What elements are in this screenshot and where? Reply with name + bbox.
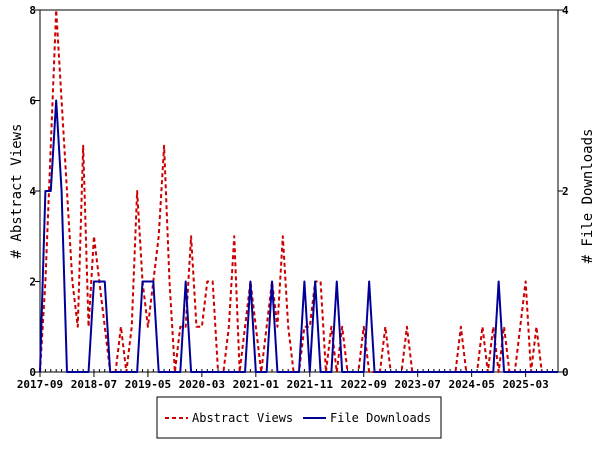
x-tick-label: 2021-01 <box>233 378 280 391</box>
y-left-tick-label: 2 <box>29 276 36 289</box>
x-tick-label: 2024-05 <box>448 378 494 391</box>
legend: Abstract Views File Downloads <box>156 396 442 439</box>
y-right-axis-title: # File Downloads <box>580 129 596 264</box>
x-tick-label: 2018-07 <box>71 378 117 391</box>
x-tick-label: 2023-07 <box>395 378 441 391</box>
y-left-tick-label: 4 <box>29 185 36 198</box>
x-tick-label: 2025-03 <box>502 378 548 391</box>
x-tick-label: 2021-11 <box>287 378 334 391</box>
x-axis-ticks: 2017-09 2018-07 2019-05 2020-03 2021-01 2021-… <box>17 372 549 391</box>
series-line-file-downloads <box>39 99 558 373</box>
series-layer <box>39 9 558 373</box>
y-left-axis-ticks: 0 2 4 6 8 <box>29 4 40 379</box>
y-left-axis-title: # Abstract Views <box>9 124 25 259</box>
legend-label-abstract-views: Abstract Views <box>192 411 293 425</box>
plot-area <box>39 9 559 373</box>
x-tick-label: 2022-09 <box>341 378 387 391</box>
y-left-tick-label: 8 <box>29 4 36 17</box>
legend-box <box>156 396 442 439</box>
y-left-tick-label: 0 <box>29 366 36 379</box>
y-left-tick-label: 6 <box>29 95 36 108</box>
legend-label-file-downloads: File Downloads <box>330 411 431 425</box>
x-tick-label: 2020-03 <box>179 378 225 391</box>
x-tick-label: 2019-05 <box>125 378 171 391</box>
y-right-tick-label: 0 <box>562 366 569 379</box>
y-right-axis-ticks: 0 2 4 <box>558 4 569 379</box>
y-right-tick-label: 4 <box>562 4 569 17</box>
y-right-tick-label: 2 <box>562 185 569 198</box>
x-tick-label: 2017-09 <box>17 378 63 391</box>
